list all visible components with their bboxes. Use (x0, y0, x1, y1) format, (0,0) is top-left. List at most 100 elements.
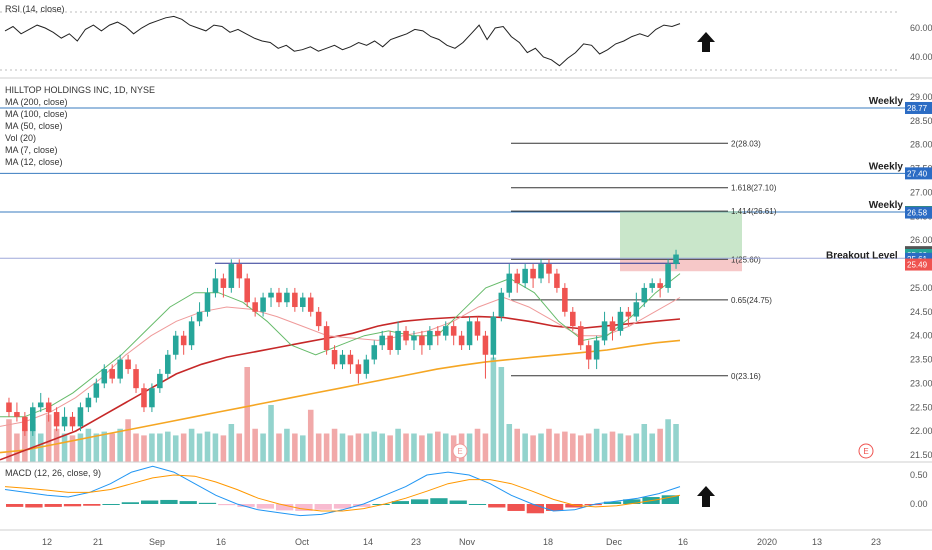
volume-bar (649, 433, 655, 462)
candle-body (165, 354, 171, 374)
candle-body (379, 335, 385, 346)
x-tick: 21 (93, 537, 103, 547)
breakout-level-label: Breakout Level (826, 250, 898, 261)
candle-body (157, 373, 163, 389)
volume-bar (395, 428, 401, 462)
volume-bar (419, 435, 425, 462)
volume-bars (6, 357, 679, 462)
volume-bar (204, 431, 211, 462)
candle-body (585, 345, 592, 360)
volume-bar (236, 433, 243, 462)
candle-body (633, 302, 640, 317)
rsi-up-arrow-icon (697, 32, 715, 52)
volume-bar (379, 433, 385, 462)
volume-bar (300, 435, 306, 462)
candle-body (268, 292, 274, 298)
weekly-lines: Weekly Weekly Weekly (0, 96, 905, 213)
macd-hist-bar (121, 502, 139, 504)
volume-bar (514, 428, 520, 462)
macd-hist-bar (468, 504, 487, 505)
volume-bar (506, 424, 513, 462)
candle-body (609, 321, 616, 331)
earnings-badge-text: E (863, 447, 868, 456)
macd-hist-bar (295, 504, 313, 511)
candle-body (307, 297, 314, 312)
volume-bar (387, 435, 393, 462)
candle-body (109, 369, 115, 379)
volume-bar (53, 428, 60, 462)
candle-body (673, 254, 679, 265)
volume-bar (292, 433, 298, 462)
fib-label: 2(28.03) (731, 139, 761, 148)
candle-body (252, 302, 258, 312)
rsi-label: RSI (14, close) (5, 4, 65, 14)
candle-body (474, 321, 481, 336)
volume-bar (109, 433, 115, 462)
volume-bar (657, 428, 663, 462)
macd-label: MACD (12, 26, close, 9) (5, 468, 101, 478)
candle-body (347, 354, 354, 365)
macd-hist-bar (488, 504, 506, 508)
weekly-label: Weekly (869, 161, 904, 172)
macd-hist-bar (411, 499, 429, 504)
volume-bar (411, 433, 417, 462)
volume-bar (673, 424, 679, 462)
candle-body (419, 335, 425, 346)
volume-bar (125, 419, 131, 462)
volume-bar (347, 435, 354, 462)
rsi-pane: RSI (14, close) 60.00 40.00 (0, 4, 932, 71)
macd-histogram (6, 495, 679, 514)
x-tick: Sep (149, 537, 165, 547)
volume-bar (61, 433, 68, 462)
volume-bar (641, 424, 648, 462)
macd-hist-bar (237, 504, 255, 507)
earnings-badge-icon[interactable]: E (858, 443, 874, 459)
candle-body (236, 264, 243, 279)
price-tick: 29.00 (910, 92, 932, 102)
macd-hist-bar (314, 504, 332, 510)
volume-bar (284, 428, 290, 462)
x-tick: 23 (871, 537, 881, 547)
legend-ma7: MA (7, close) (5, 145, 58, 155)
x-tick: 12 (42, 537, 52, 547)
macd-hist-bar (141, 500, 159, 504)
macd-hist-bar (565, 504, 583, 508)
time-axis: 12 21 Sep 16 Oct 14 23 Nov 18 Dec 16 202… (42, 537, 881, 547)
candle-body (522, 268, 528, 284)
macd-line (4, 465, 681, 517)
axis-tag (905, 101, 932, 114)
fib-label: 1(25.60) (731, 255, 761, 264)
candle-body (355, 364, 362, 374)
x-tick: 13 (812, 537, 822, 547)
candle-body (260, 297, 266, 312)
volume-bar (355, 433, 362, 462)
price-tick: 26.00 (910, 235, 932, 245)
volume-bar (260, 433, 266, 462)
axis-tag-text: 25.49 (907, 261, 928, 270)
volume-bar (141, 435, 147, 462)
candle-body (85, 397, 92, 408)
volume-bar (609, 431, 616, 462)
ma12-line (0, 273, 681, 418)
volume-bar (427, 433, 433, 462)
macd-up-arrow-icon (697, 486, 715, 507)
x-tick: 16 (678, 537, 688, 547)
volume-bar (490, 357, 497, 462)
candle-body (6, 402, 12, 413)
macd-hist-bar (6, 504, 24, 507)
volume-bar (188, 428, 195, 462)
volume-bar (339, 433, 346, 462)
macd-hist-bar (160, 499, 178, 504)
price-tick: 24.00 (910, 331, 932, 341)
fibonacci-levels: 2(28.03) 1.618(27.10) 1.414(26.61) 1(25.60)… (511, 139, 777, 381)
volume-bar (554, 433, 560, 462)
stop-zone (620, 259, 742, 272)
candle-body (466, 321, 473, 346)
candle-body (69, 416, 76, 427)
price-tick: 25.00 (910, 283, 932, 293)
candle-body (411, 335, 417, 341)
fib-label: 1.618(27.10) (731, 184, 777, 193)
earnings-badge-past-icon[interactable]: E (452, 443, 468, 459)
x-tick: 2020 (757, 537, 777, 547)
